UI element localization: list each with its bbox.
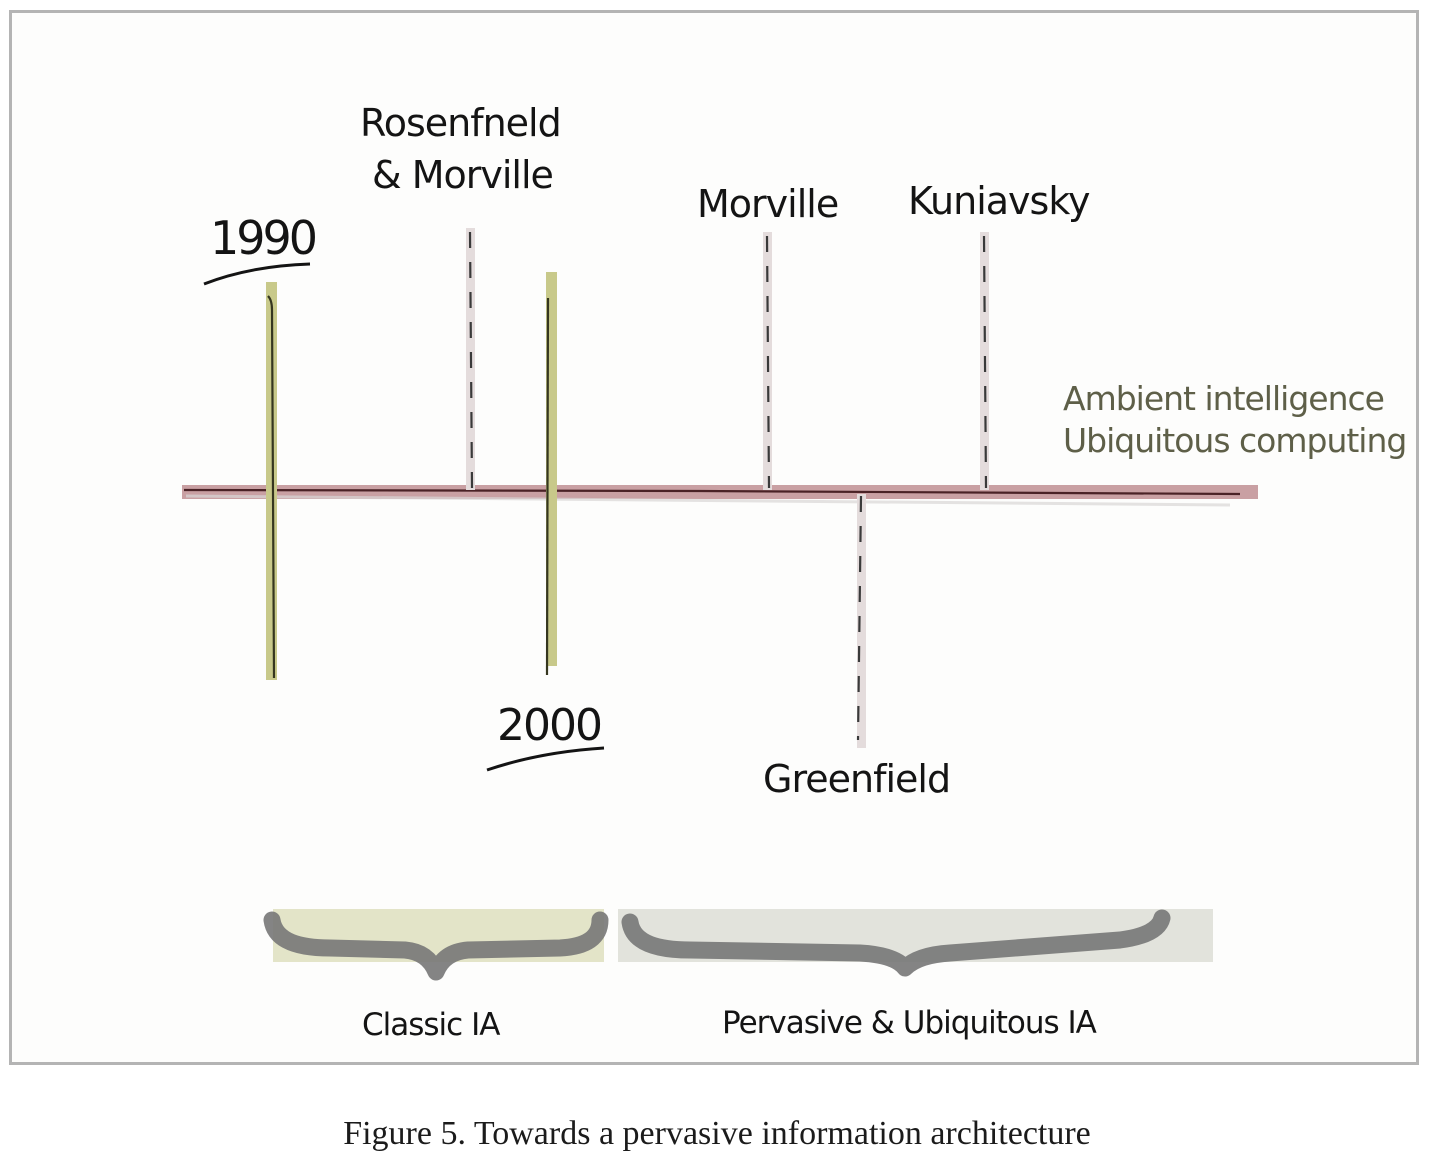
- author-marker-kuniavsky: [980, 232, 989, 490]
- author-label-morville-coauthor: & Morville: [372, 153, 553, 197]
- author-label-greenfield: Greenfield: [763, 757, 950, 801]
- brace-classic: [263, 911, 609, 981]
- year-underline-2000: [486, 746, 605, 772]
- brace-pervasive: [621, 909, 1171, 977]
- figure-frame: [9, 10, 1419, 1065]
- period-label-pervasive: Pervasive & Ubiquitous IA: [722, 1005, 1097, 1041]
- author-marker-greenfield: [856, 494, 866, 748]
- year-label-2000: 2000: [497, 700, 601, 751]
- author-marker-morville: [763, 232, 772, 490]
- period-label-classic: Classic IA: [362, 1007, 500, 1043]
- year-marker-1990: [266, 282, 277, 680]
- future-label-ubiquitous: Ubiquitous computing: [1063, 421, 1406, 460]
- author-label-morville: Morville: [697, 182, 838, 226]
- year-underline-1990: [203, 262, 311, 286]
- timeline-axis: [182, 485, 1258, 507]
- year-label-1990: 1990: [210, 211, 316, 265]
- author-label-rosenfeld: Rosenfneld: [360, 101, 561, 145]
- author-marker-rosenfeld-morville: [466, 228, 475, 490]
- author-label-kuniavsky: Kuniavsky: [908, 179, 1090, 223]
- year-marker-2000: [545, 272, 557, 676]
- future-label-ambient: Ambient intelligence: [1063, 379, 1384, 418]
- figure-caption: Figure 5. Towards a pervasive informatio…: [343, 1115, 1091, 1152]
